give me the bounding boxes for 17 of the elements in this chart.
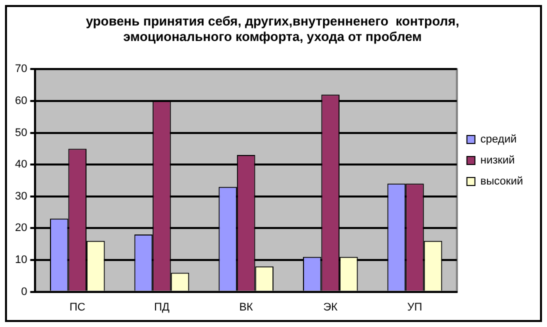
y-tick-label: 70: [14, 63, 28, 76]
legend-label: низкий: [480, 154, 515, 167]
x-tick-label: ЭК: [323, 301, 338, 314]
y-tick-label: 10: [14, 254, 28, 266]
y-tick-label: 20: [14, 222, 28, 234]
y-tick-label: 30: [14, 190, 28, 202]
x-tick-label: ПС: [69, 301, 86, 314]
legend-label: средий: [480, 134, 517, 146]
x-tick-label: ВК: [239, 301, 254, 314]
x-tick-label: УП: [407, 301, 422, 314]
y-tick-label: 60: [14, 95, 28, 108]
chart-title: уровень принятия себя, других,внутренненего контроля, эмоционального комфорта, ухода от проблем: [86, 13, 460, 44]
legend-label: высокий: [480, 176, 523, 188]
y-tick-label: 40: [14, 158, 28, 171]
y-tick-label: 50: [14, 126, 28, 139]
x-tick-label: ПД: [154, 301, 170, 314]
y-tick-label: 0: [21, 286, 28, 298]
